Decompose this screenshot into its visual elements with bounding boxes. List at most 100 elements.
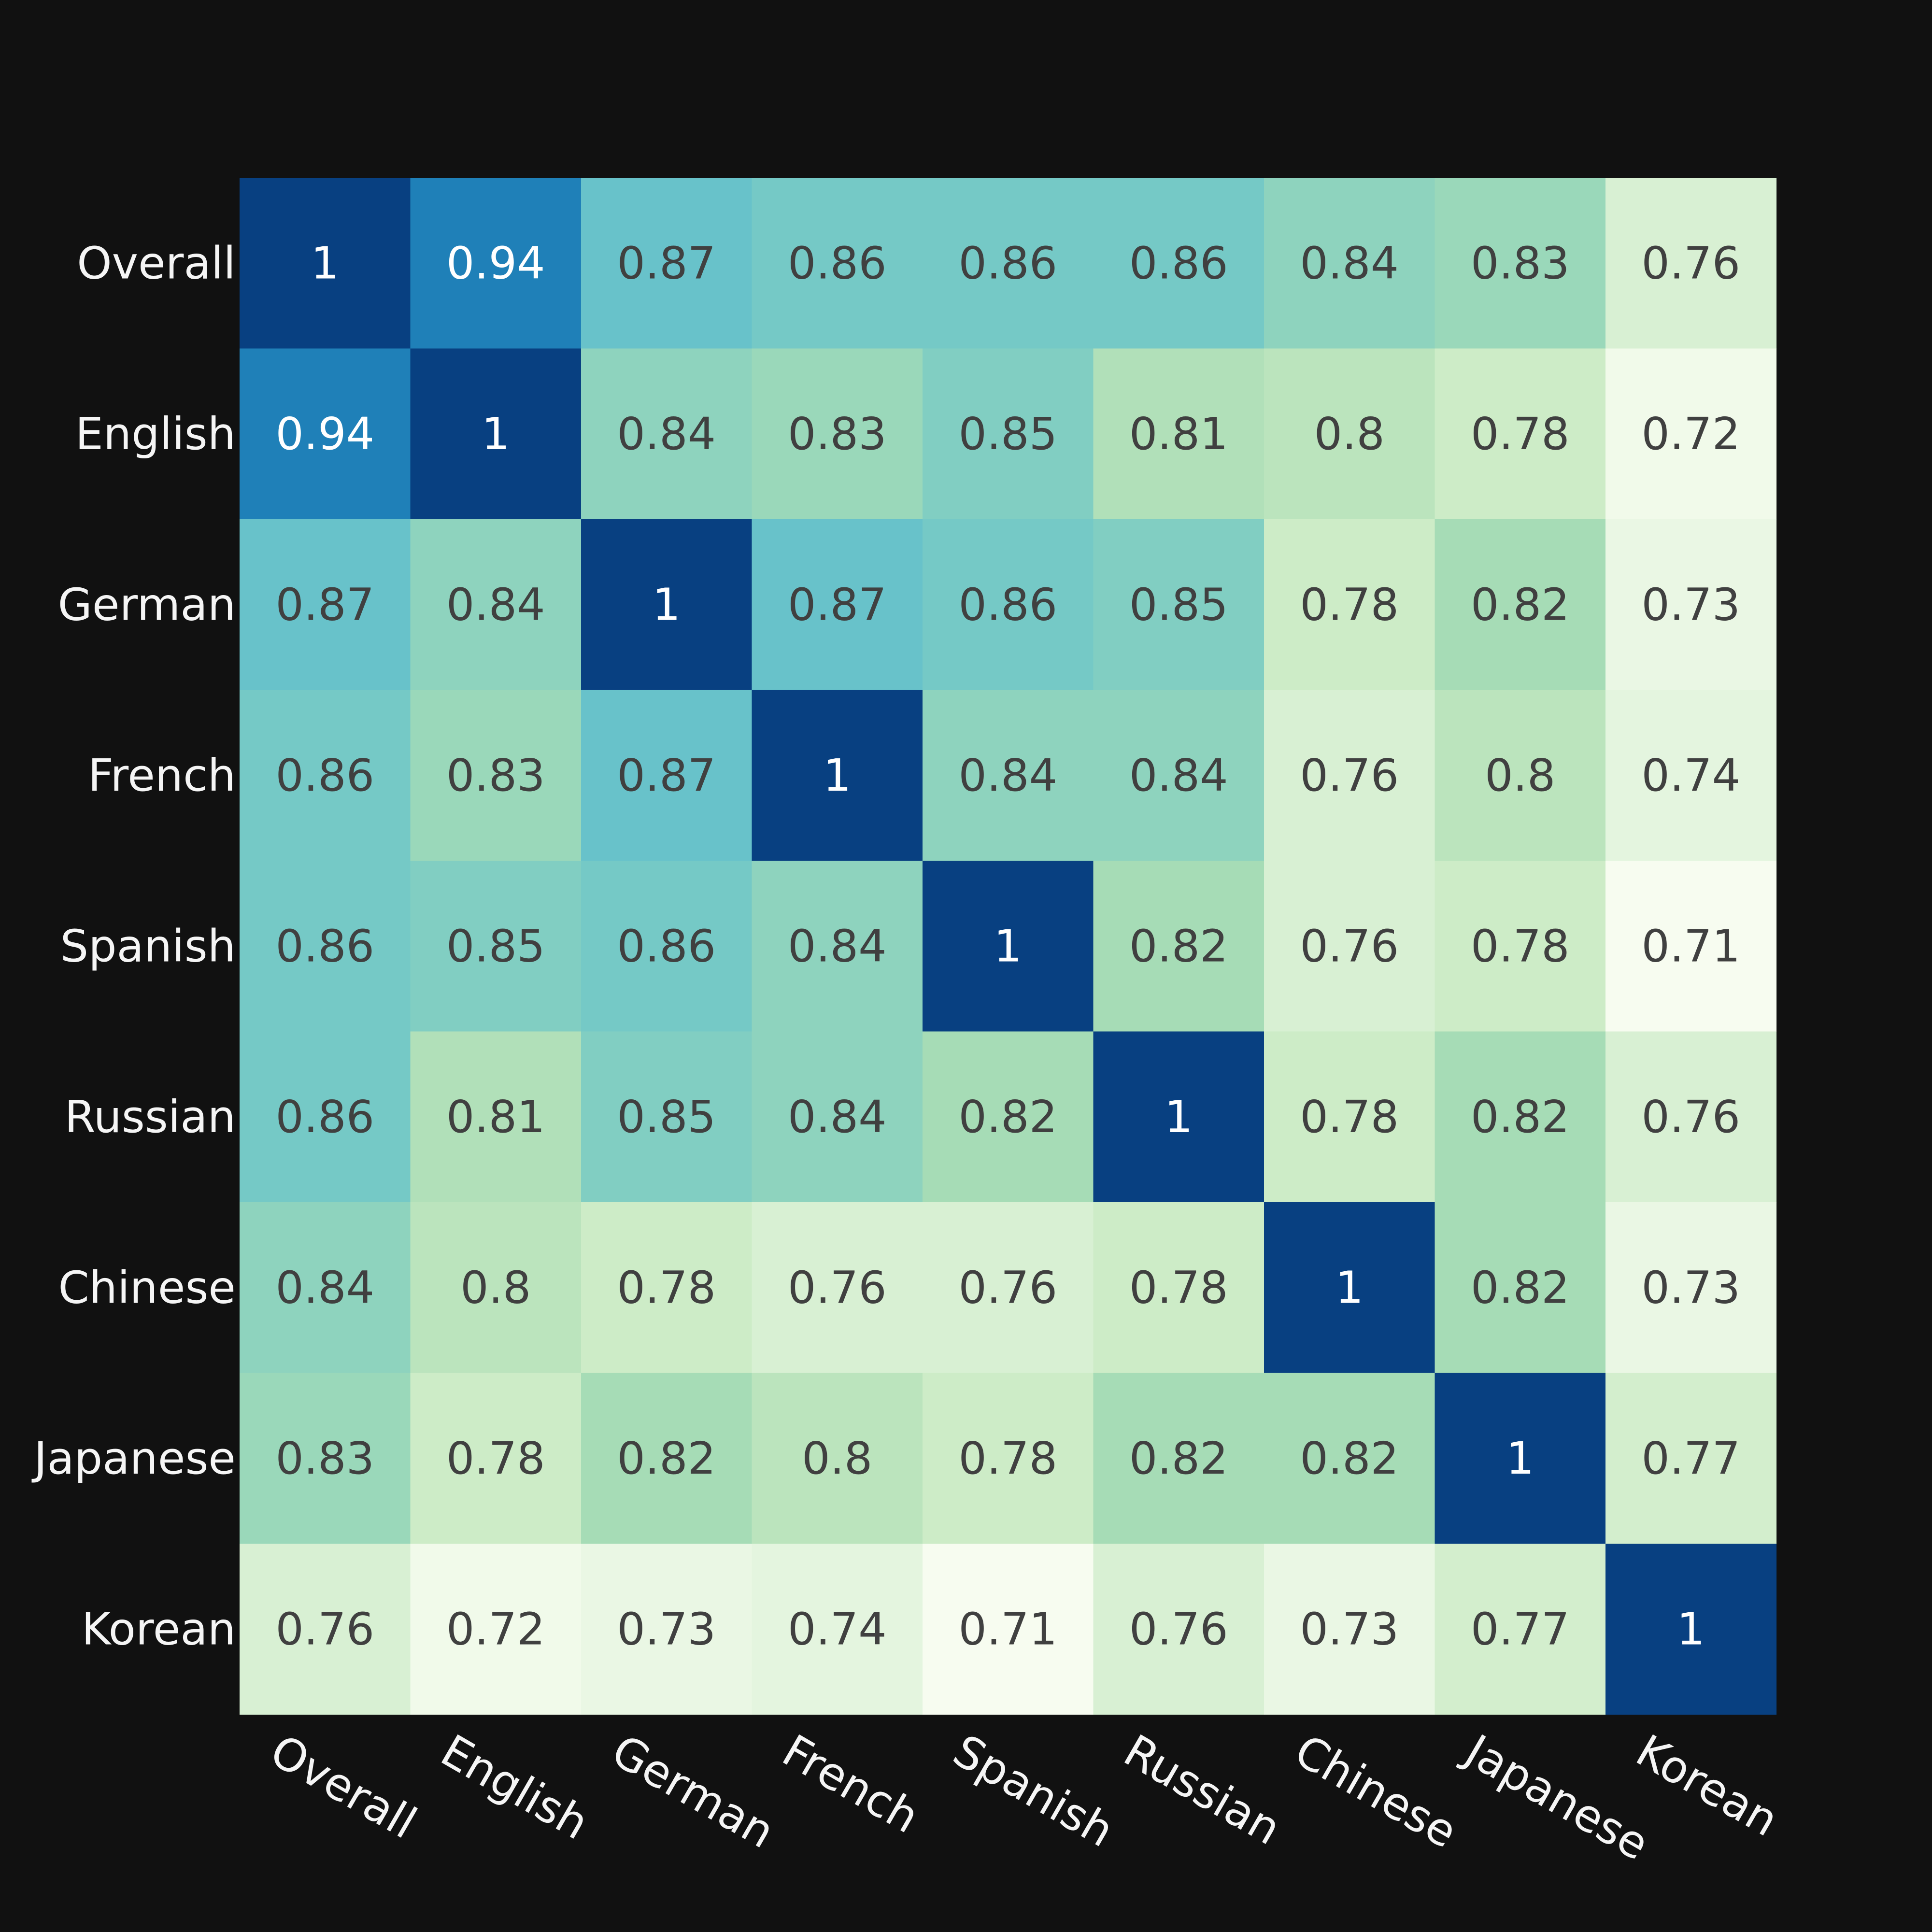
cell-value-label: 1 [1506,1433,1534,1484]
cell-value-label: 0.78 [1471,408,1570,460]
heatmap-cell [752,178,923,349]
heatmap-cell [410,519,582,691]
heatmap-cell [240,178,411,349]
heatmap-cell [581,178,753,349]
cell-value-label: 0.76 [1129,1603,1228,1655]
heatmap-cell [240,1202,411,1374]
heatmap-cell [923,690,1094,861]
cell-value-label: 0.84 [958,750,1057,801]
heatmap-cell [1435,861,1606,1032]
heatmap-cell [410,1202,582,1374]
heatmap-cell [581,690,753,861]
cell-value-label: 0.81 [446,1091,545,1143]
cell-value-label: 0.84 [788,1091,887,1143]
heatmap-cell [240,861,411,1032]
heatmap-cell [1093,1373,1264,1544]
cell-value-label: 0.84 [1129,750,1228,801]
heatmap-cell [410,1373,582,1544]
cell-value-label: 0.85 [446,920,545,972]
cell-value-label: 0.76 [788,1262,887,1313]
cell-value-label: 0.84 [617,408,716,460]
heatmap-cell [1435,1544,1606,1715]
heatmap-cell [410,1031,582,1203]
heatmap-cell [1435,348,1606,520]
heatmap-cell [923,1031,1094,1203]
heatmap-cell [1435,178,1606,349]
heatmap-cell [581,1373,753,1544]
cell-value-label: 0.82 [958,1091,1057,1143]
cell-value-label: 0.74 [1641,750,1740,801]
cell-value-label: 0.86 [958,579,1057,630]
cell-value-label: 0.78 [1471,920,1570,972]
heatmap-cell [1093,861,1264,1032]
heatmap-cell [923,519,1094,691]
cell-value-label: 0.86 [788,237,887,289]
cell-value-label: 0.78 [1300,579,1399,630]
heatmap-cell [752,1373,923,1544]
cell-value-label: 0.76 [1300,920,1399,972]
cell-value-label: 0.77 [1471,1603,1570,1655]
heatmap-cell [581,1031,753,1203]
heatmap-cell [1605,1544,1777,1715]
cell-value-label: 0.83 [1471,237,1570,289]
heatmap-cell [752,1544,923,1715]
heatmap-cell [1093,1031,1264,1203]
heatmap-cell [1264,519,1435,691]
cell-value-label: 0.87 [617,750,716,801]
cell-value-label: 0.83 [275,1433,374,1484]
heatmap-cell [240,1031,411,1203]
heatmap-cell [1264,348,1435,520]
cell-value-label: 1 [652,579,681,630]
cell-value-label: 0.86 [617,920,716,972]
heatmap-cell [1093,348,1264,520]
cell-value-label: 0.74 [788,1603,887,1655]
cell-value-label: 1 [311,237,339,289]
cell-value-label: 0.85 [958,408,1057,460]
cell-value-label: 0.73 [1300,1603,1399,1655]
cell-value-label: 0.84 [275,1262,374,1313]
cell-value-label: 1 [482,408,510,460]
cell-value-label: 0.83 [446,750,545,801]
cell-value-label: 0.78 [1300,1091,1399,1143]
cell-value-label: 0.94 [446,237,545,289]
heatmap-cell [1605,348,1777,520]
cell-value-label: 0.82 [1129,920,1228,972]
cell-value-label: 0.81 [1129,408,1228,460]
cell-value-label: 0.94 [275,408,374,460]
heatmap-cell [1435,690,1606,861]
heatmap-cell [752,519,923,691]
heatmap-cell [1435,1202,1606,1374]
y-tick-label: Japanese [31,1433,236,1484]
cell-value-label: 0.77 [1641,1433,1740,1484]
heatmap-cell [752,1031,923,1203]
cell-value-label: 0.82 [1471,1091,1570,1143]
cell-value-label: 0.8 [1485,750,1555,801]
heatmap-cell [240,1544,411,1715]
cell-value-label: 0.87 [788,579,887,630]
heatmap-cell [581,861,753,1032]
heatmap-cell [923,1544,1094,1715]
cell-value-label: 0.76 [958,1262,1057,1313]
heatmap-cell [1093,178,1264,349]
cell-value-label: 0.76 [1641,237,1740,289]
heatmap-cell [752,690,923,861]
heatmap-cell [1435,1031,1606,1203]
cell-value-label: 0.73 [1641,579,1740,630]
y-tick-label: English [75,408,236,460]
heatmap-cell [1605,519,1777,691]
cell-value-label: 0.8 [802,1433,872,1484]
y-tick-label: German [58,579,236,630]
heatmap-cell [1093,519,1264,691]
y-tick-label: Russian [65,1091,236,1143]
cell-value-label: 0.84 [446,579,545,630]
cell-value-label: 0.86 [958,237,1057,289]
cell-value-label: 0.71 [958,1603,1057,1655]
heatmap-cell [1093,1544,1264,1715]
cell-value-label: 0.87 [275,579,374,630]
cell-value-label: 0.83 [788,408,887,460]
cell-value-label: 0.71 [1641,920,1740,972]
heatmap-cell [923,348,1094,520]
cell-value-label: 1 [1335,1262,1364,1313]
cell-value-label: 0.85 [1129,579,1228,630]
